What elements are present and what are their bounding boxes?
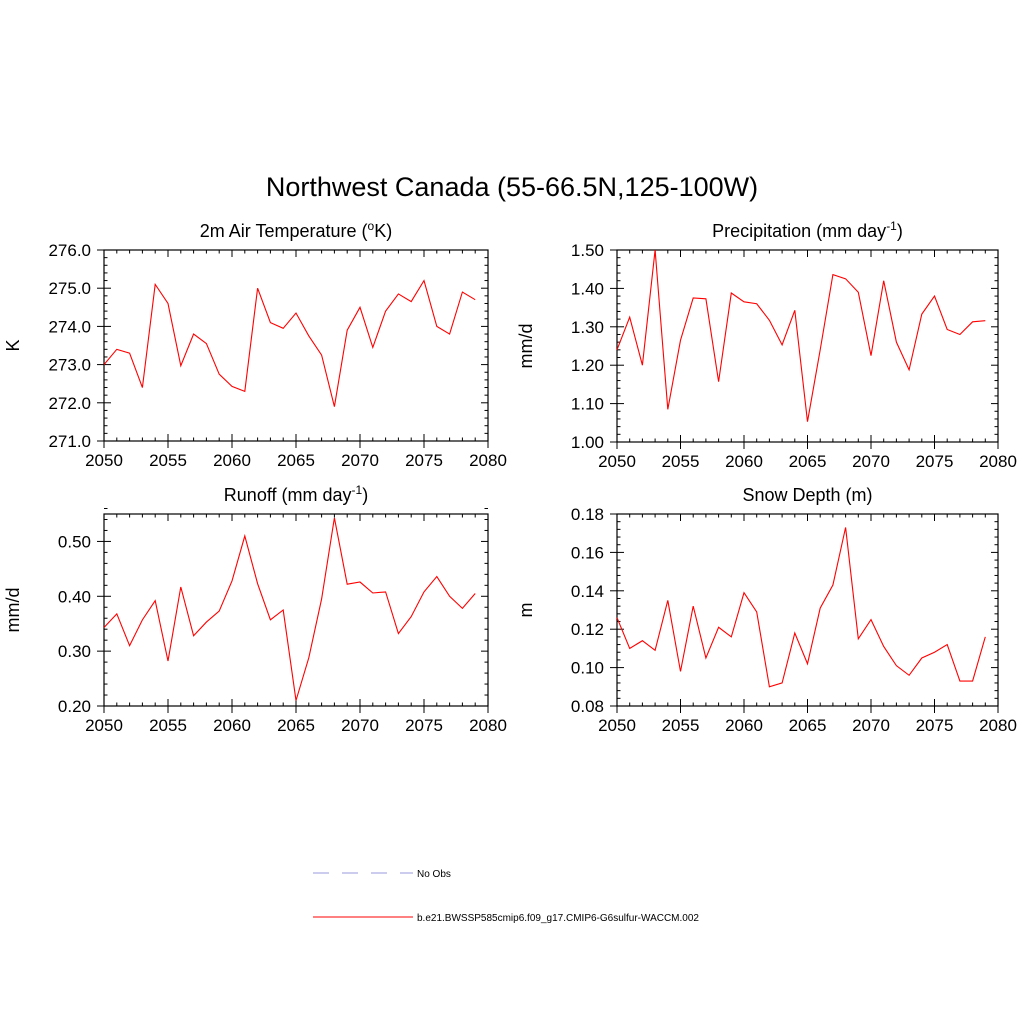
panel-title: Snow Depth (m) (742, 485, 872, 505)
y-tick-label: 0.08 (571, 697, 604, 716)
y-axis-label: mm/d (3, 588, 23, 633)
y-tick-label: 1.30 (571, 318, 604, 337)
panel-title-tail: K) (374, 221, 392, 241)
x-tick-label: 2075 (405, 451, 443, 470)
x-tick-label: 2055 (662, 716, 700, 735)
x-tick-label: 2080 (469, 451, 507, 470)
x-tick-label: 2050 (85, 716, 123, 735)
y-tick-label: 1.10 (571, 395, 604, 414)
y-tick-label: 1.20 (571, 356, 604, 375)
y-axis-label: K (3, 339, 23, 351)
y-tick-label: 1.50 (571, 241, 604, 260)
chart-panel: Runoff (mm day-1) mm/d 2050 2055 2060 2065 207… (3, 483, 507, 735)
legend-label: No Obs (417, 869, 451, 880)
y-tick-label: 271.0 (48, 432, 91, 451)
x-tick-label: 2055 (149, 451, 187, 470)
plot-frame (616, 513, 999, 707)
x-tick-label: 2050 (598, 716, 636, 735)
x-tick-label: 2065 (789, 716, 827, 735)
x-tick-label: 2065 (277, 716, 315, 735)
y-tick-label: 0.18 (571, 505, 604, 524)
plot-frame (103, 249, 489, 442)
series-line (616, 249, 986, 422)
panel-title: Precipitation (mm day-1) (712, 219, 903, 241)
panel-title-text: Runoff (mm day (224, 485, 352, 505)
y-tick-label: 0.30 (58, 642, 91, 661)
panel-title-tail: ) (897, 221, 903, 241)
x-tick-label: 2060 (213, 716, 251, 735)
figure-title: Northwest Canada (55-66.5N,125-100W) (266, 172, 758, 202)
panel-title-tail: ) (362, 485, 368, 505)
panel-title-text: Snow Depth (m) (742, 485, 872, 505)
x-tick-label: 2080 (979, 716, 1017, 735)
y-tick-label: 274.0 (48, 317, 91, 336)
y-tick-label: 1.40 (571, 279, 604, 298)
panel-title-text: Precipitation (mm day (712, 221, 886, 241)
series-line (616, 527, 986, 688)
y-axis-label: mm/d (516, 324, 536, 369)
x-tick-label: 2070 (341, 451, 379, 470)
series-line (103, 279, 476, 407)
y-tick-label: 0.40 (58, 587, 91, 606)
panel-title-text: 2m Air Temperature ( (200, 221, 368, 241)
legend: No Obs b.e21.BWSSP585cmip6.f09_g17.CMIP6-… (313, 869, 699, 924)
panel-title: Runoff (mm day-1) (224, 483, 368, 505)
x-tick-label: 2070 (341, 716, 379, 735)
y-tick-label: 276.0 (48, 241, 91, 260)
panel-title-superscript: -1 (352, 483, 363, 497)
x-tick-label: 2060 (725, 716, 763, 735)
y-tick-label: 0.20 (58, 697, 91, 716)
legend-label: b.e21.BWSSP585cmip6.f09_g17.CMIP6-G6sulf… (417, 913, 699, 924)
plot-frame (616, 249, 999, 443)
x-tick-label: 2055 (662, 452, 700, 471)
plot-frame (103, 513, 489, 707)
panels: 2m Air Temperature (oK) K 2050 2055 2060 2065… (3, 219, 1017, 735)
x-tick-label: 2075 (916, 716, 954, 735)
y-tick-label: 275.0 (48, 279, 91, 298)
y-tick-label: 1.00 (571, 433, 604, 452)
x-tick-label: 2070 (852, 716, 890, 735)
series-line (103, 517, 476, 701)
chart-panel: Snow Depth (m) m 2050 2055 2060 2065 2070 2075 2… (516, 485, 1017, 735)
chart-panel: 2m Air Temperature (oK) K 2050 2055 2060 2065… (3, 219, 507, 470)
x-tick-label: 2060 (725, 452, 763, 471)
x-tick-label: 2075 (405, 716, 443, 735)
y-tick-label: 0.16 (571, 543, 604, 562)
panel-title-superscript: o (368, 219, 375, 233)
x-tick-label: 2055 (149, 716, 187, 735)
y-tick-label: 0.12 (571, 620, 604, 639)
x-tick-label: 2075 (916, 452, 954, 471)
y-tick-label: 272.0 (48, 394, 91, 413)
x-tick-label: 2070 (852, 452, 890, 471)
y-tick-label: 0.10 (571, 659, 604, 678)
panel-title-superscript: -1 (886, 219, 897, 233)
panel-title: 2m Air Temperature (oK) (200, 219, 392, 241)
y-axis-label: m (516, 603, 536, 618)
x-tick-label: 2080 (979, 452, 1017, 471)
x-tick-label: 2065 (277, 451, 315, 470)
x-tick-label: 2060 (213, 451, 251, 470)
x-tick-label: 2065 (789, 452, 827, 471)
y-tick-label: 0.50 (58, 532, 91, 551)
y-tick-label: 273.0 (48, 356, 91, 375)
chart-panel: Precipitation (mm day-1) mm/d 2050 2055 2060… (516, 219, 1017, 471)
x-tick-label: 2050 (85, 451, 123, 470)
y-tick-label: 0.14 (571, 582, 604, 601)
x-tick-label: 2050 (598, 452, 636, 471)
x-tick-label: 2080 (469, 716, 507, 735)
